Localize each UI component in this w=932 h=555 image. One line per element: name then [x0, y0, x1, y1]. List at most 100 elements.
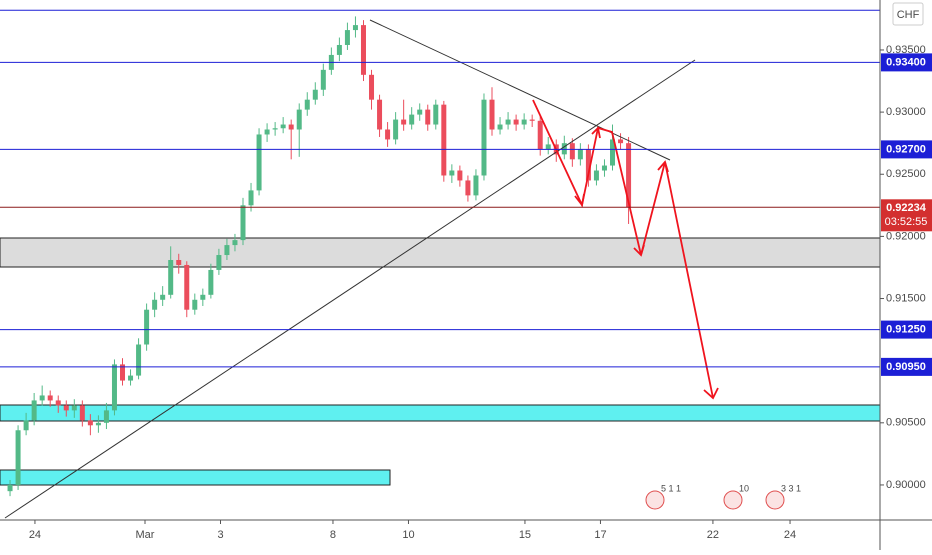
level-label: 0.93400	[886, 56, 926, 68]
event-label: 10	[739, 483, 749, 493]
candle-body	[401, 119, 407, 125]
candle-body	[505, 119, 511, 125]
candle-body	[344, 30, 350, 45]
x-tick-label: 3	[217, 529, 223, 541]
candle-body	[489, 99, 495, 130]
candle-body	[585, 149, 591, 181]
candle-body	[618, 139, 624, 144]
candle-body	[7, 484, 13, 492]
trend-line	[369, 19, 671, 161]
candle-body	[601, 165, 607, 171]
candle-body	[529, 119, 535, 121]
candle-body	[385, 129, 391, 140]
candle-body	[312, 89, 318, 100]
candle-body	[71, 405, 77, 411]
candle-body	[537, 120, 543, 150]
y-tick-label: 0.92000	[886, 230, 926, 242]
candle-body	[352, 25, 358, 31]
candle-body	[63, 405, 69, 411]
candle-body	[103, 410, 109, 423]
candle-body	[280, 124, 286, 129]
x-tick-label: 17	[594, 529, 606, 541]
candle-body	[200, 294, 206, 300]
cyan-zone	[0, 404, 881, 422]
candle-body	[87, 420, 93, 426]
level-label-box	[881, 140, 932, 159]
y-tick-label: 0.90500	[886, 417, 926, 429]
countdown: 03:52:55	[885, 216, 928, 228]
candle-body	[55, 400, 61, 406]
arrow-head	[633, 244, 645, 257]
event-label: 5 1 1	[661, 483, 681, 493]
candle-body	[457, 170, 463, 181]
candle-body	[192, 299, 198, 310]
level-label-box	[881, 320, 932, 339]
candle-body	[208, 269, 214, 295]
candle-body	[569, 143, 575, 160]
candle-body	[136, 344, 142, 376]
current-price-label: 0.92234	[886, 202, 927, 214]
arrow-head	[591, 126, 601, 139]
candle-body	[128, 375, 134, 381]
candle-body	[224, 245, 230, 256]
candle-body	[176, 260, 182, 265]
candle-body	[513, 119, 519, 125]
arrow-head	[657, 160, 669, 173]
candle-body	[425, 109, 431, 125]
level-label-box	[881, 53, 932, 72]
candle-body	[144, 309, 150, 345]
candle-body	[481, 99, 487, 176]
symbol-box	[892, 2, 924, 26]
candle-body	[409, 114, 415, 125]
candle-body	[377, 99, 383, 130]
candle-body	[95, 422, 101, 426]
event-icon	[765, 490, 785, 510]
candle-body	[184, 264, 190, 310]
candle-body	[610, 139, 616, 166]
level-label: 0.90950	[886, 361, 926, 373]
x-tick-label: Mar	[136, 529, 155, 541]
candle-body	[152, 299, 158, 310]
candle-body	[369, 74, 375, 100]
candle-body	[79, 405, 85, 421]
x-tick-label: 8	[330, 529, 336, 541]
candle-body	[449, 170, 455, 176]
candle-body	[256, 134, 262, 191]
level-label: 0.91250	[886, 324, 926, 336]
candle-body	[577, 149, 583, 160]
candle-body	[465, 180, 471, 196]
candle-body	[626, 143, 632, 208]
symbol: CHF	[897, 9, 920, 21]
candles	[7, 16, 632, 497]
candle-body	[272, 128, 278, 130]
arrow-head	[703, 387, 719, 400]
candle-body	[23, 420, 29, 431]
y-tick-label: 0.93000	[886, 106, 926, 118]
candle-body	[168, 260, 174, 295]
candle-body	[264, 129, 270, 135]
candle-body	[15, 430, 21, 485]
x-tick-label: 24	[784, 529, 796, 541]
candle-body	[417, 109, 423, 115]
grey-zone	[0, 237, 881, 268]
trend-line	[4, 59, 696, 519]
candle-body	[393, 119, 399, 140]
event-icon	[645, 490, 665, 510]
arrow-head	[574, 193, 585, 208]
candle-body	[31, 400, 37, 421]
candle-body	[497, 124, 503, 130]
y-tick-label: 0.93500	[886, 44, 926, 56]
levels: 0.93400 0.92700 0.91250 0.90950 0.92234 03:52…	[0, 9, 932, 376]
candle-body	[288, 124, 294, 130]
candle-body	[561, 143, 567, 155]
candle-body	[304, 99, 310, 110]
cyan-zone	[0, 469, 391, 486]
candle-body	[473, 175, 479, 196]
candle-body	[521, 119, 527, 125]
candle-body	[240, 205, 246, 241]
y-tick-label: 0.90000	[886, 479, 926, 491]
x-tick-label: 10	[402, 529, 414, 541]
y-tick-label: 0.91500	[886, 292, 926, 304]
